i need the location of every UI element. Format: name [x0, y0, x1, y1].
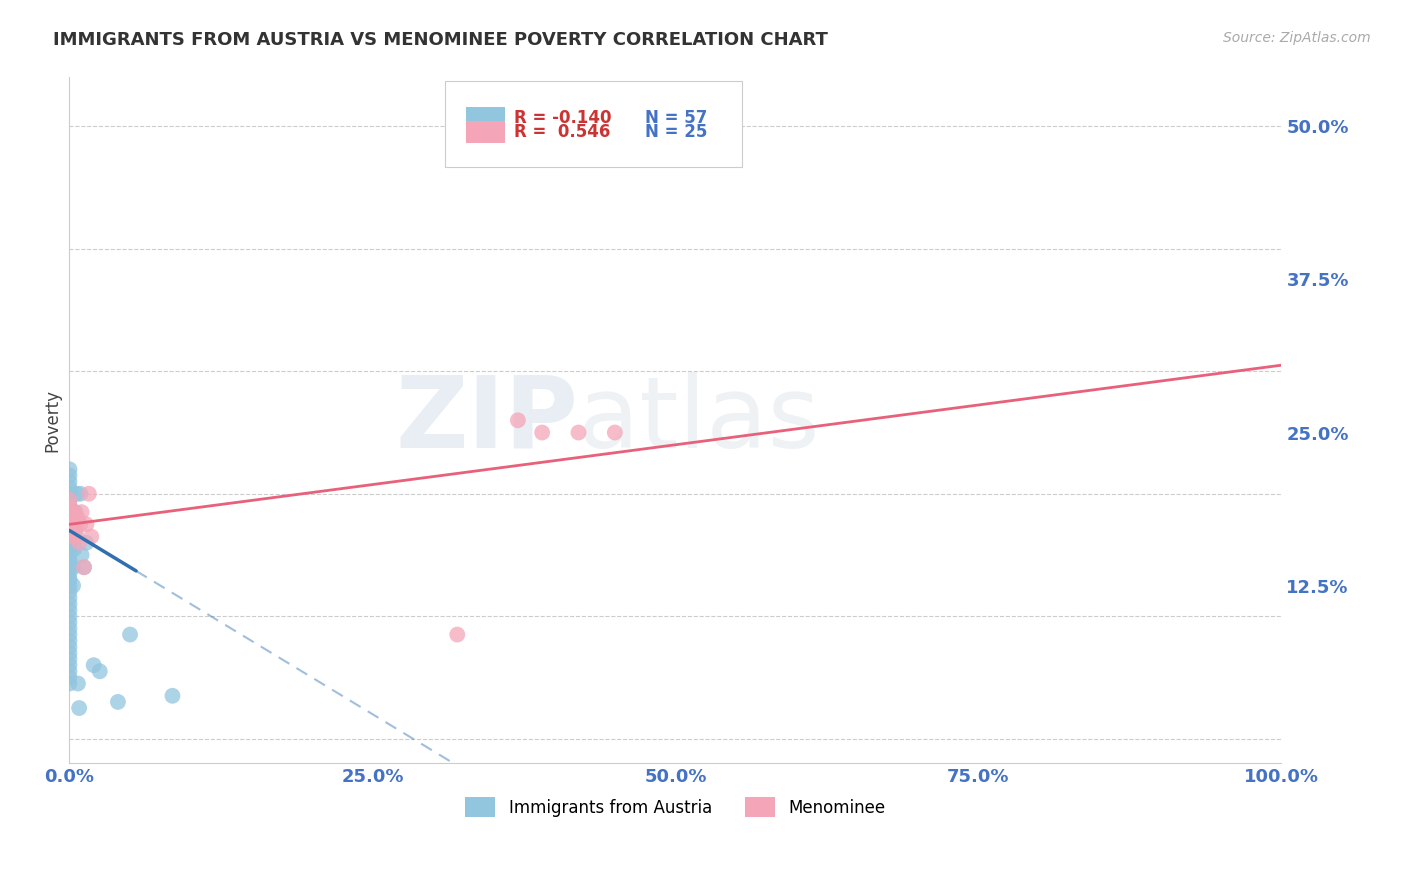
Point [62, 530, 84, 544]
Point [58, 517, 80, 532]
Point [63, 505, 86, 519]
Point [58, 615, 80, 630]
Point [63, 541, 86, 556]
Point [65, 517, 87, 532]
Point [70, 548, 93, 562]
Text: atlas: atlas [578, 372, 820, 469]
Point [58, 573, 80, 587]
Point [58, 475, 80, 489]
Text: ZIP: ZIP [395, 372, 578, 469]
Point [65, 505, 87, 519]
Text: R = -0.140: R = -0.140 [515, 109, 612, 127]
Point [58, 640, 80, 654]
Point [58, 603, 80, 617]
Text: N = 57: N = 57 [645, 109, 707, 127]
Point [58, 505, 80, 519]
Point [66, 511, 89, 525]
Point [531, 425, 554, 440]
Point [567, 425, 589, 440]
Point [506, 413, 529, 427]
Point [58, 591, 80, 605]
Point [58, 627, 80, 641]
Point [58, 584, 80, 599]
Point [58, 481, 80, 495]
Point [63, 517, 86, 532]
Point [58, 573, 80, 587]
Point [58, 530, 80, 544]
Point [73, 560, 96, 574]
Point [83, 658, 105, 673]
Point [58, 622, 80, 636]
Point [58, 511, 80, 525]
Point [58, 541, 80, 556]
Point [66, 530, 89, 544]
Point [58, 676, 80, 690]
Point [75, 517, 97, 532]
Point [67, 701, 90, 715]
Point [67, 535, 90, 549]
Point [70, 505, 93, 519]
Point [58, 554, 80, 568]
Text: IMMIGRANTS FROM AUSTRIA VS MENOMINEE POVERTY CORRELATION CHART: IMMIGRANTS FROM AUSTRIA VS MENOMINEE POV… [53, 31, 828, 49]
Point [69, 487, 91, 501]
Point [58, 505, 80, 519]
Point [58, 499, 80, 513]
Point [107, 695, 129, 709]
Point [58, 524, 80, 538]
Point [58, 646, 80, 660]
Point [58, 462, 80, 476]
Point [62, 578, 84, 592]
FancyBboxPatch shape [465, 107, 505, 128]
Text: R =  0.546: R = 0.546 [515, 122, 610, 141]
Point [77, 487, 100, 501]
Point [58, 560, 80, 574]
Point [66, 487, 89, 501]
Text: Source: ZipAtlas.com: Source: ZipAtlas.com [1223, 31, 1371, 45]
Point [58, 499, 80, 513]
Point [58, 492, 80, 507]
Point [75, 535, 97, 549]
Point [58, 548, 80, 562]
Point [58, 597, 80, 611]
Point [58, 633, 80, 648]
Point [58, 609, 80, 624]
Point [65, 524, 87, 538]
FancyBboxPatch shape [465, 120, 505, 143]
Point [58, 511, 80, 525]
Point [58, 554, 80, 568]
Point [60, 524, 83, 538]
Text: N = 25: N = 25 [645, 122, 707, 141]
Point [58, 670, 80, 684]
Point [58, 658, 80, 673]
Point [58, 517, 80, 532]
Point [58, 652, 80, 666]
Point [603, 425, 626, 440]
Point [66, 676, 89, 690]
Point [118, 627, 141, 641]
Point [58, 524, 80, 538]
Legend: Immigrants from Austria, Menominee: Immigrants from Austria, Menominee [458, 791, 893, 823]
Point [446, 627, 468, 641]
Point [58, 566, 80, 581]
Point [58, 468, 80, 483]
Point [89, 665, 111, 679]
Point [58, 578, 80, 592]
Point [69, 517, 91, 532]
Y-axis label: Poverty: Poverty [44, 389, 60, 451]
Point [58, 665, 80, 679]
Point [60, 511, 83, 525]
Point [80, 530, 103, 544]
Point [73, 560, 96, 574]
Point [162, 689, 184, 703]
Point [62, 560, 84, 574]
Point [58, 487, 80, 501]
FancyBboxPatch shape [446, 81, 742, 167]
Point [58, 535, 80, 549]
Point [58, 492, 80, 507]
Point [58, 541, 80, 556]
